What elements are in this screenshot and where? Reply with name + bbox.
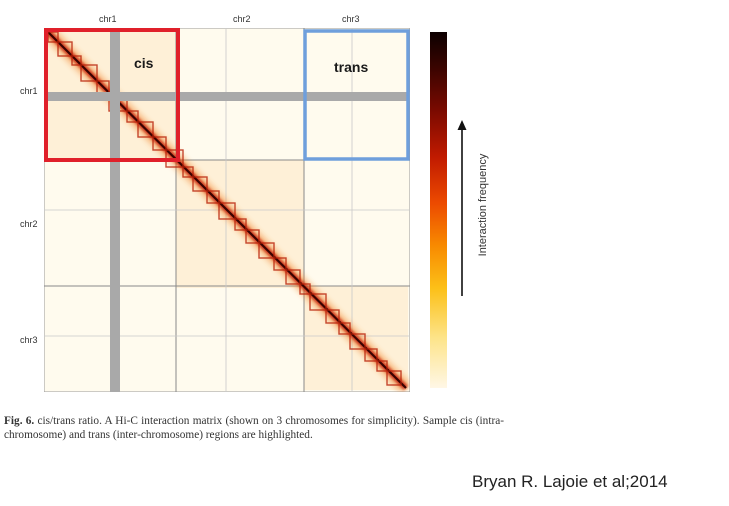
tad-square [285,269,301,285]
tad-square [152,136,167,151]
tad-square [386,370,402,386]
col-label-chr3: chr3 [342,14,360,24]
tad-square [364,348,378,362]
tad-square [206,190,220,204]
figure-number: Fig. 6. [4,415,35,427]
figure-caption: Fig. 6. cis/trans ratio. A Hi-C interact… [4,414,504,442]
cis-region-box [44,28,180,162]
cis-label: cis [134,55,154,71]
tad-square [309,293,327,311]
col-label-chr2: chr2 [233,14,251,24]
tad-square [273,257,287,271]
hic-matrix: cis trans [44,28,410,392]
colorbar-label-text: Interaction frequency [477,153,489,257]
trans-label: trans [334,59,368,75]
tad-square [325,309,340,324]
caption-text: cis/trans ratio. A Hi-C interaction matr… [4,415,504,441]
tad-square [299,283,311,295]
diagonal-core [47,31,407,389]
tad-square [182,166,194,178]
masked-column [110,28,120,392]
tad-square [57,41,73,57]
tad-square [192,176,208,192]
masked-row [44,92,410,101]
tad-square [349,333,366,350]
up-arrow-icon [457,120,467,296]
tad-square [338,322,351,335]
tad-square [71,55,82,66]
tad-square [258,242,275,259]
tad-square [234,218,247,231]
citation-credit: Bryan R. Lajoie et al;2014 [472,472,668,491]
row-label-chr1: chr1 [20,86,38,96]
trans-region-box [303,29,410,161]
col-label-chr1: chr1 [99,14,117,24]
tad-square [126,110,139,123]
tad-square [218,202,236,220]
tad-square [80,64,98,82]
tad-square [137,121,154,138]
row-label-chr3: chr3 [20,335,38,345]
colorbar [430,32,447,388]
row-label-chr2: chr2 [20,219,38,229]
tad-square [376,360,388,372]
tad-square [245,229,260,244]
